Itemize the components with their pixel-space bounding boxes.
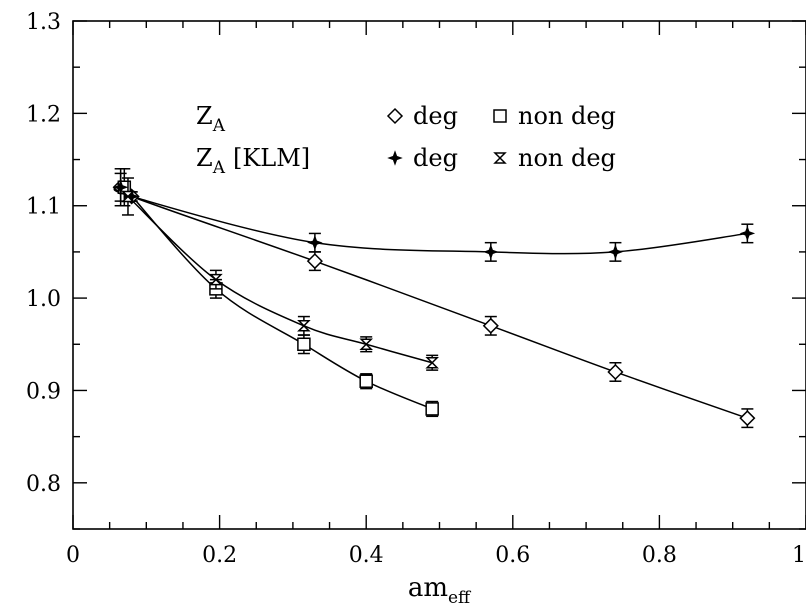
x-tick-label: 0 [66, 543, 80, 568]
y-tick-label: 1.3 [26, 10, 61, 35]
data-point-diamond [607, 363, 624, 381]
y-tick-label: 0.9 [26, 379, 61, 404]
x-tick-label: 0.6 [495, 543, 530, 568]
plot-frame [72, 20, 806, 530]
x-axis-title: ameff [408, 573, 472, 608]
data-point-star4 [307, 234, 323, 251]
axis-ticks [72, 20, 806, 530]
x-axis-title-sub: eff [448, 588, 472, 608]
data-point-bowtie [425, 356, 439, 369]
y-tick-label: 1.2 [26, 102, 61, 127]
data-point-star4 [739, 225, 756, 242]
legend-marker-star4 [387, 150, 403, 166]
fit-curve-star4 [113, 186, 748, 255]
legend-entry-label: deg [413, 144, 458, 172]
legend-group-label: ZA [196, 102, 226, 136]
data-point-bowtie [209, 273, 223, 286]
data-point-diamond [482, 317, 499, 334]
legend-group-sub: A [212, 158, 226, 178]
legend-entry-label: non deg [518, 102, 616, 130]
x-tick-label: 0.8 [642, 543, 677, 568]
fit-curve-square [123, 186, 433, 410]
legend-group-label: ZA [KLM] [196, 144, 310, 178]
x-tick-label: 0.4 [349, 543, 384, 568]
legend-entry-label: non deg [518, 144, 616, 172]
data-point-bowtie [121, 190, 135, 203]
data-point-bowtie [297, 320, 311, 332]
data-point-square [359, 374, 373, 388]
fit-curves [113, 186, 748, 419]
data-points [112, 168, 756, 429]
data-point-bowtie [359, 338, 374, 351]
legend-marker-bowtie [493, 152, 507, 164]
legend-group-main: Z [196, 144, 213, 172]
legend-group-extra: [KLM] [233, 144, 310, 172]
x-tick-label: 0.2 [202, 543, 237, 568]
x-tick-label: 1 [792, 543, 806, 568]
legend-group-main: Z [196, 102, 213, 130]
axis-tick-labels: 0 0.2 0.4 0.6 0.8 1 0.8 0.9 1.0 1.1 1.2 1.3 [26, 10, 806, 568]
y-tick-label: 1.0 [26, 287, 61, 312]
data-point-square [297, 337, 311, 352]
legend-marker-diamond [386, 107, 404, 125]
legend-marker-square [493, 109, 507, 123]
data-point-star4 [607, 244, 624, 260]
data-point-star4 [112, 179, 129, 196]
data-point-star4 [483, 244, 499, 260]
data-point-diamond [739, 410, 756, 427]
y-tick-label: 1.1 [26, 195, 61, 220]
data-point-diamond [306, 253, 323, 270]
y-tick-label: 0.8 [26, 472, 61, 497]
fit-curve-bowtie [127, 195, 433, 364]
legend-entry-label: deg [413, 102, 458, 130]
fit-curve-diamond [113, 186, 748, 419]
data-point-square [425, 402, 439, 416]
x-axis-title-main: am [408, 573, 448, 603]
legend-group-sub: A [212, 116, 226, 136]
